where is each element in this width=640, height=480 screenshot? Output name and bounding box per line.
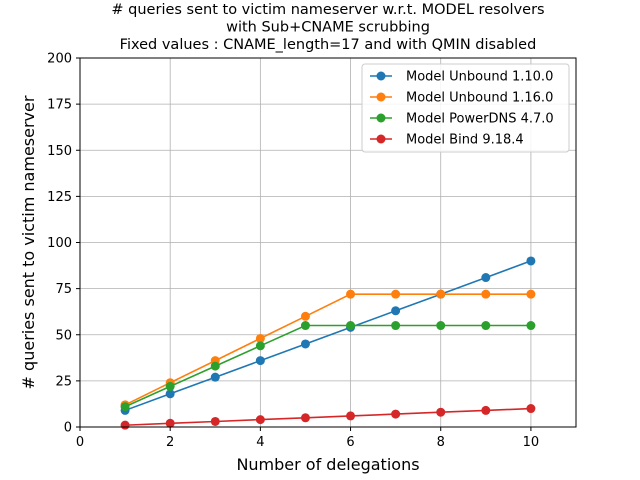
title-line: # queries sent to victim nameserver w.r.… (111, 2, 544, 18)
data-point (300, 321, 310, 331)
data-point (346, 289, 356, 299)
legend-box (361, 63, 570, 153)
legend-item: Model Unbound 1.10.0 (370, 70, 553, 85)
data-point (255, 333, 265, 343)
data-point (391, 289, 401, 299)
x-tick-label: 4 (256, 435, 264, 450)
legend-swatch-marker (376, 113, 386, 123)
x-axis-label: Number of delegations (236, 455, 419, 474)
data-point (391, 306, 401, 316)
data-point (255, 415, 265, 425)
legend-label: Model Unbound 1.10.0 (406, 70, 553, 85)
series-line (124, 324, 531, 408)
legend-swatch-marker (376, 92, 386, 102)
y-tick-label: 50 (55, 328, 72, 343)
data-point (120, 420, 130, 430)
series-4 (120, 404, 536, 430)
data-point (300, 413, 310, 423)
legend-label: Model Unbound 1.16.0 (406, 91, 553, 106)
data-point (165, 381, 175, 391)
y-tick-label: 75 (55, 282, 72, 297)
data-point (526, 404, 536, 414)
x-tick-label: 8 (437, 435, 445, 450)
title-line: with Sub+CNAME scrubbing (226, 20, 430, 36)
series-area (120, 256, 536, 430)
data-point (255, 356, 265, 366)
x-axis-ticks: 0 2 4 6 8 10 (76, 427, 539, 450)
data-point (210, 361, 220, 371)
data-point (165, 418, 175, 428)
legend-swatch-marker (376, 71, 386, 81)
series-3 (120, 321, 536, 412)
title-line: Fixed values : CNAME_length=17 and with … (120, 37, 537, 53)
series-line (125, 407, 531, 426)
data-point (481, 321, 491, 331)
y-tick-label: 100 (47, 236, 72, 251)
legend-swatch-marker (376, 134, 386, 144)
legend: Model Unbound 1.10.0 Model Unbound 1.16.0… (361, 63, 570, 153)
data-point (436, 407, 446, 417)
series-line (124, 293, 531, 406)
y-tick-label: 0 (64, 421, 72, 436)
series-line (124, 260, 532, 412)
data-point (210, 416, 220, 426)
legend-item: Model Unbound 1.16.0 (370, 91, 553, 106)
x-tick-label: 0 (76, 435, 84, 450)
data-point (481, 273, 491, 283)
legend-label: Model Bind 9.18.4 (406, 133, 524, 148)
data-point (526, 289, 536, 299)
data-point (481, 289, 491, 299)
data-point (346, 321, 356, 331)
y-tick-label: 200 (47, 52, 72, 67)
series-1 (120, 256, 536, 415)
x-tick-label: 6 (346, 435, 354, 450)
data-point (436, 321, 446, 331)
legend-item: Model PowerDNS 4.7.0 (370, 112, 554, 127)
y-tick-label: 125 (47, 190, 72, 205)
y-tick-label: 150 (47, 144, 72, 159)
data-point (255, 341, 265, 351)
data-point (391, 321, 401, 331)
chart-title: # queries sent to victim nameserver w.r.… (111, 2, 544, 53)
data-point (391, 409, 401, 419)
data-point (300, 311, 310, 321)
data-point (526, 256, 536, 266)
data-point (210, 372, 220, 382)
data-point (346, 411, 356, 421)
data-point (165, 389, 175, 399)
x-tick-label: 2 (166, 435, 174, 450)
legend-item: Model Bind 9.18.4 (370, 133, 524, 148)
data-point (481, 405, 491, 415)
data-point (436, 289, 446, 299)
y-tick-label: 25 (55, 374, 72, 389)
x-tick-label: 10 (523, 435, 540, 450)
legend-label: Model PowerDNS 4.7.0 (406, 112, 554, 127)
series-2 (120, 289, 536, 410)
y-axis-label: # queries sent to victim nameserver (19, 95, 38, 389)
data-point (300, 339, 310, 349)
data-point (120, 402, 130, 412)
y-axis-ticks: 0 25 50 75 100 125 150 175 200 (47, 52, 80, 436)
data-point (526, 321, 536, 331)
y-tick-label: 175 (47, 98, 72, 113)
